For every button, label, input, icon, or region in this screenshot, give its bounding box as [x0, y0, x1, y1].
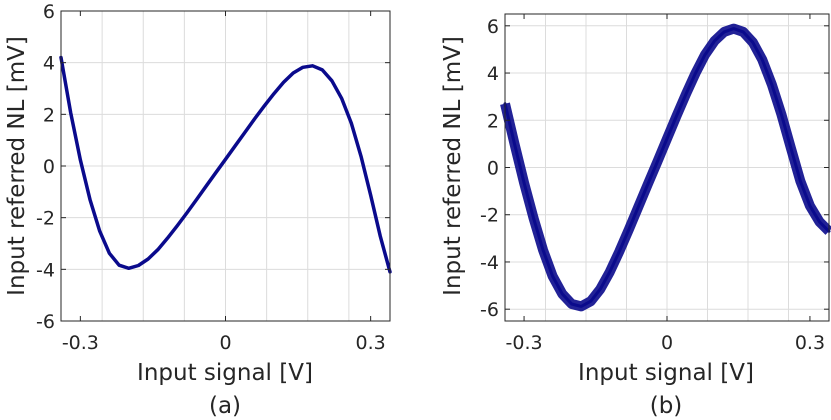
y-tick-label: 6 — [487, 16, 499, 38]
y-ticks-b: -6 -4 -2 0 2 4 6 — [480, 16, 829, 321]
x-tick-label: -0.3 — [62, 332, 99, 354]
y-axis-label-a: Input referred NL [mV] — [4, 36, 30, 296]
x-axis-label-b: Input signal [V] — [578, 360, 754, 386]
panel-a: -0.3 0 0.3 -6 -4 -2 0 2 4 6 Input signal [V] Inp… — [4, 1, 392, 419]
grid-b — [505, 14, 829, 321]
y-axis-label-b: Input referred NL [mV] — [440, 36, 466, 296]
y-tick-label: -6 — [36, 311, 55, 333]
y-tick-label: 4 — [487, 63, 499, 85]
y-tick-label: -2 — [36, 208, 55, 230]
y-tick-label: 4 — [43, 53, 55, 75]
x-tick-label: -0.3 — [506, 332, 543, 354]
y-tick-label: 6 — [43, 1, 55, 23]
series-line-a — [59, 55, 392, 274]
y-tick-label: -4 — [480, 252, 499, 274]
y-tick-label: 0 — [487, 158, 499, 180]
x-axis-label-a: Input signal [V] — [137, 360, 313, 386]
x-ticks-a: -0.3 0 0.3 — [62, 11, 386, 354]
series-line-b — [503, 27, 831, 308]
grid-a — [61, 10, 390, 322]
y-tick-label: -2 — [480, 205, 499, 227]
y-tick-label: -6 — [480, 299, 499, 321]
x-tick-label: 0 — [219, 332, 231, 354]
y-ticks-a: -6 -4 -2 0 2 4 6 — [36, 1, 390, 333]
y-tick-label: -4 — [36, 259, 55, 281]
x-tick-label: 0.3 — [795, 332, 825, 354]
x-ticks-b: -0.3 0 0.3 — [506, 14, 825, 354]
panel-label-a: (a) — [209, 393, 241, 419]
x-tick-label: 0.3 — [356, 332, 386, 354]
y-tick-label: 0 — [43, 156, 55, 178]
y-tick-label: 2 — [487, 110, 499, 132]
panel-b: -0.3 0 0.3 -6 -4 -2 0 2 4 6 Input signal [V] Inp… — [440, 13, 831, 419]
panel-label-b: (b) — [650, 393, 683, 419]
x-tick-label: 0 — [661, 332, 673, 354]
y-tick-label: 2 — [43, 104, 55, 126]
